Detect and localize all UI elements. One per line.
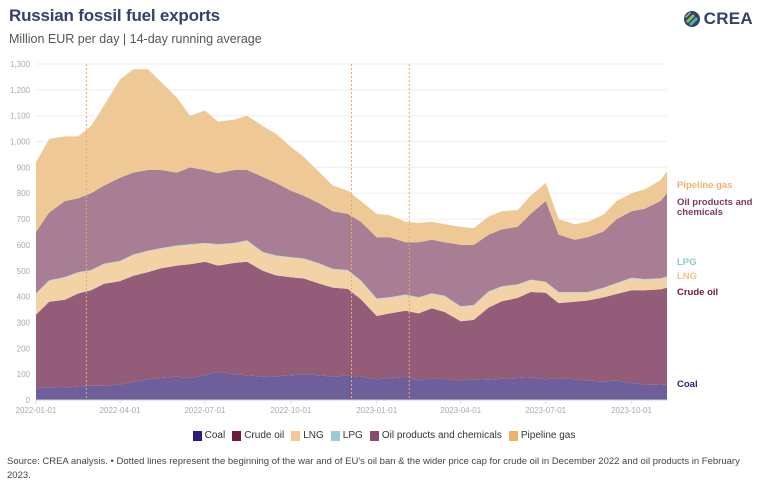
legend-item[interactable]: Coal (192, 430, 226, 441)
x-tick-label: 2022-10-01 (270, 406, 311, 415)
legend-swatch (369, 430, 379, 441)
y-tick-label: 500 (17, 267, 31, 276)
y-tick-label: 100 (17, 370, 31, 379)
x-tick-label: 2023-01-01 (356, 406, 397, 415)
crea-logo-icon (683, 11, 700, 27)
source-footnote: Source: CREA analysis. • Dotted lines re… (7, 456, 740, 481)
area-layers (36, 69, 667, 401)
legend: Coal Crude oil LNG LPG Oil products and chem… (0, 430, 768, 441)
direct-label-lng: LNG (677, 271, 697, 282)
x-tick-label: 2022-07-01 (184, 406, 225, 415)
y-tick-label: 1,200 (10, 86, 31, 95)
y-tick-label: 600 (17, 241, 31, 250)
y-axis-ticks: 0 100 200 300 400 500 600 700 800 900 1,000 1,100 1,… (10, 60, 31, 405)
legend-label: LPG (342, 430, 363, 441)
direct-label-crude-oil: Crude oil (677, 287, 718, 298)
legend-swatch (232, 430, 242, 441)
stacked-area-chart: 0 100 200 300 400 500 600 700 800 900 1,000 1,100 1,… (10, 60, 753, 415)
x-tick-label: 2022-04-01 (100, 406, 141, 415)
legend-label: Crude oil (244, 430, 285, 441)
y-tick-label: 400 (17, 293, 31, 302)
x-tick-label: 2023-07-01 (525, 406, 566, 415)
crea-logo-text: CREA (703, 9, 753, 28)
y-tick-label: 200 (17, 344, 31, 353)
y-tick-label: 1,100 (10, 112, 31, 121)
legend-item[interactable]: LNG (291, 430, 324, 441)
y-tick-label: 900 (17, 163, 31, 172)
x-axis-ticks: 2022-01-01 2022-04-01 2022-07-01 2022-10-01… (16, 400, 653, 415)
y-tick-label: 300 (17, 318, 31, 327)
event-lines (85, 64, 410, 400)
legend-label: Oil products and chemicals (381, 430, 502, 441)
legend-label: LNG (303, 430, 324, 441)
y-tick-label: 0 (26, 396, 31, 405)
direct-label-oil-products-and-chemicals: chemicals (677, 207, 723, 218)
y-tick-label: 1,300 (10, 60, 31, 69)
direct-label-pipeline-gas: Pipeline gas (677, 180, 732, 191)
y-tick-label: 700 (17, 215, 31, 224)
legend-swatch (508, 430, 518, 441)
legend-swatch (330, 430, 340, 441)
x-tick-label: 2023-04-01 (440, 406, 481, 415)
y-tick-label: 1,000 (10, 138, 31, 147)
legend-swatch (291, 430, 301, 441)
direct-label-coal: Coal (677, 379, 698, 390)
legend-item[interactable]: LPG (330, 430, 363, 441)
legend-item[interactable]: Crude oil (232, 430, 284, 441)
legend-label: Coal (204, 430, 226, 441)
legend-item[interactable]: Pipeline gas (508, 430, 576, 441)
direct-label-lpg: LPG (677, 257, 697, 268)
direct-label-oil-products-and-chemicals: Oil products and (677, 197, 753, 208)
chart-subtitle: Million EUR per day | 14-day running ave… (9, 32, 262, 46)
legend-label: Pipeline gas (520, 430, 576, 441)
chart-title: Russian fossil fuel exports (9, 6, 220, 25)
y-tick-label: 800 (17, 189, 31, 198)
x-tick-label: 2023-10-01 (611, 406, 652, 415)
crea-logo: CREA (683, 9, 753, 29)
x-tick-label: 2022-01-01 (16, 406, 57, 415)
legend-swatch (192, 430, 202, 441)
legend-item[interactable]: Oil products and chemicals (369, 430, 502, 441)
